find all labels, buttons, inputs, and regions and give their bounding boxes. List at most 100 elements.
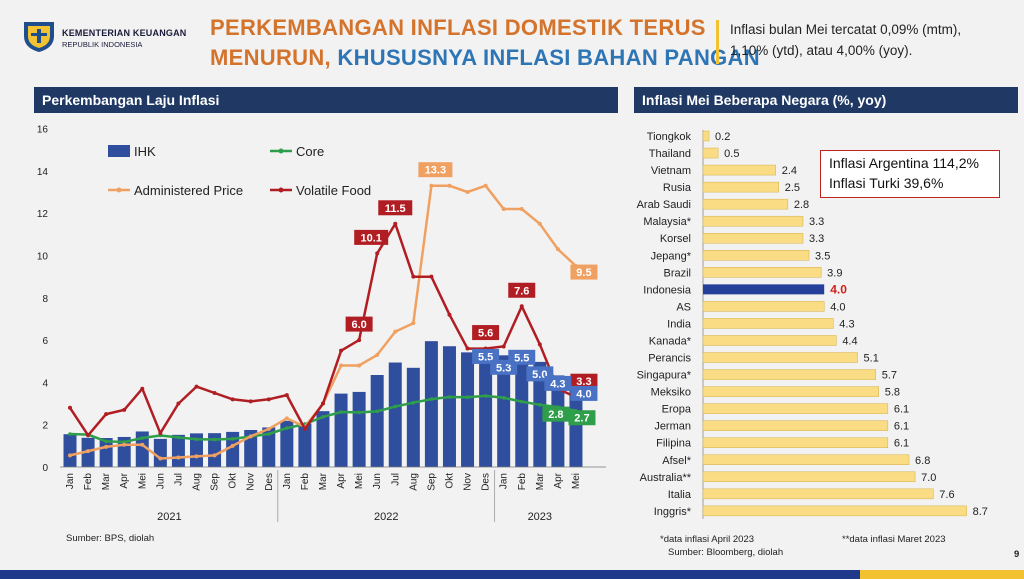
- title-part-b: KHUSUSNYA INFLASI BAHAN PANGAN: [337, 45, 760, 70]
- country-inflation-chart: Tiongkok 0.2 Thailand 0.5 Vietnam 2.4 Rusia 2.5…: [637, 130, 988, 519]
- country-value-label: 8.7: [973, 506, 988, 518]
- country-label: Meksiko: [651, 387, 691, 399]
- country-value-label: 6.8: [915, 455, 930, 467]
- administered-price-line-point: [122, 442, 127, 447]
- country-value-label: 4.0: [830, 282, 847, 296]
- country-value-label: 3.3: [809, 233, 824, 245]
- x-tick-label: Okt: [228, 473, 239, 489]
- x-tick-label: Apr: [336, 472, 347, 488]
- ihk-bar: [497, 355, 511, 467]
- x-tick-label: Apr: [119, 472, 130, 488]
- x-tick-label: Jun: [155, 473, 166, 489]
- administered-price-line-point: [339, 363, 344, 368]
- data-label: 5.0: [532, 369, 547, 381]
- y-tick-label: 6: [42, 336, 48, 347]
- volatile-food-line-point: [519, 304, 524, 309]
- x-tick-label: Jun: [372, 473, 383, 489]
- ihk-bar: [406, 367, 420, 467]
- ihk-bar: [515, 351, 529, 467]
- core-line-point: [321, 415, 325, 419]
- core-line-point: [538, 403, 542, 407]
- core-line-point: [393, 404, 398, 409]
- data-label: 13.3: [425, 165, 446, 177]
- country-bar: [702, 352, 858, 363]
- country-value-label: 4.0: [830, 301, 845, 313]
- country-label: Tiongkok: [647, 131, 692, 143]
- core-line-point: [447, 395, 452, 399]
- administered-price-line-point: [519, 206, 524, 211]
- core-line-point: [429, 397, 434, 401]
- country-value-label: 7.0: [921, 472, 936, 484]
- country-bar: [702, 488, 934, 500]
- x-tick-label: Aug: [191, 473, 202, 491]
- volatile-food-line-point: [411, 274, 416, 279]
- administered-price-line-point: [537, 221, 542, 226]
- x-tick-label: Apr: [553, 472, 564, 488]
- org-name: KEMENTERIAN KEUANGAN: [62, 28, 187, 38]
- data-label: 11.5: [385, 203, 406, 215]
- volatile-food-line-point: [68, 405, 72, 410]
- country-label: Filipina: [656, 438, 692, 450]
- country-bar: [702, 181, 779, 193]
- inflation-trend-chart: 0 2 4 6 8 10 12 14 16 Jan Feb Mar Apr Mei Jun Jul Aug Sep…: [37, 125, 606, 523]
- indonesia-bar: [703, 284, 825, 295]
- volatile-food-line-point: [447, 312, 452, 317]
- y-tick-label: 4: [42, 378, 48, 389]
- callout-box: Inflasi Argentina 114,2% Inflasi Turki 3…: [820, 150, 1000, 198]
- summary-line1: Inflasi bulan Mei tercatat 0,09% (mtm),: [730, 22, 962, 37]
- data-label: 2.8: [548, 409, 563, 421]
- ihk-bar: [63, 434, 77, 467]
- country-label: India: [667, 318, 692, 330]
- country-label: Arab Saudi: [637, 199, 691, 211]
- x-tick-label: Mar: [101, 472, 112, 490]
- country-value-label: 5.1: [864, 353, 879, 365]
- country-value-label: 0.2: [715, 131, 730, 143]
- title-part-a: MENURUN,: [210, 45, 338, 70]
- footer-stripe-yellow: [860, 570, 1024, 579]
- x-tick-label: Des: [264, 473, 275, 491]
- x-tick-label: Sep: [426, 473, 437, 491]
- core-line-point: [483, 394, 488, 398]
- callout-argentina: Inflasi Argentina 114,2%: [829, 155, 979, 171]
- country-bar: [702, 471, 916, 483]
- country-label: AS: [676, 301, 691, 313]
- ihk-bar: [442, 346, 456, 467]
- country-value-label: 3.5: [815, 250, 830, 262]
- country-bar: [702, 335, 837, 346]
- administered-price-line-point: [104, 444, 109, 449]
- country-label: Australia**: [640, 472, 692, 484]
- country-label: Inggris*: [654, 506, 692, 518]
- ihk-bar: [298, 423, 312, 467]
- right-panel-heading: Inflasi Mei Beberapa Negara (%, yoy): [634, 87, 1018, 113]
- volatile-food-line-point: [248, 399, 253, 404]
- y-tick-label: 8: [42, 294, 48, 305]
- core-line-point: [230, 437, 235, 441]
- country-value-label: 6.1: [894, 404, 909, 416]
- legend-label: Administered Price: [134, 183, 243, 198]
- country-bar: [702, 318, 834, 329]
- x-tick-label: Feb: [517, 473, 528, 491]
- volatile-food-line-point: [302, 426, 307, 431]
- country-value-label: 0.5: [724, 148, 739, 160]
- y-tick-label: 10: [37, 252, 49, 263]
- data-label: 6.0: [351, 319, 366, 331]
- ihk-bar: [171, 434, 185, 467]
- ihk-bar: [370, 374, 384, 467]
- administered-price-line-point: [483, 183, 488, 188]
- country-bar: [702, 301, 825, 312]
- summary-accent: [716, 20, 719, 64]
- core-line-point: [104, 439, 108, 444]
- core-line-point: [176, 435, 181, 440]
- y-tick-label: 2: [42, 421, 48, 432]
- ihk-bar: [334, 393, 348, 467]
- callout-turki: Inflasi Turki 39,6%: [829, 175, 944, 191]
- data-label-box: [544, 375, 572, 391]
- volatile-food-line-point: [284, 393, 289, 398]
- data-label-box: [354, 229, 389, 245]
- data-label: 4.0: [576, 388, 591, 400]
- data-label: 5.5: [478, 351, 493, 363]
- legend-label: Core: [296, 144, 324, 159]
- ihk-bar: [461, 352, 475, 467]
- x-tick-label: Jul: [390, 473, 401, 486]
- administered-price-line-point: [375, 352, 380, 357]
